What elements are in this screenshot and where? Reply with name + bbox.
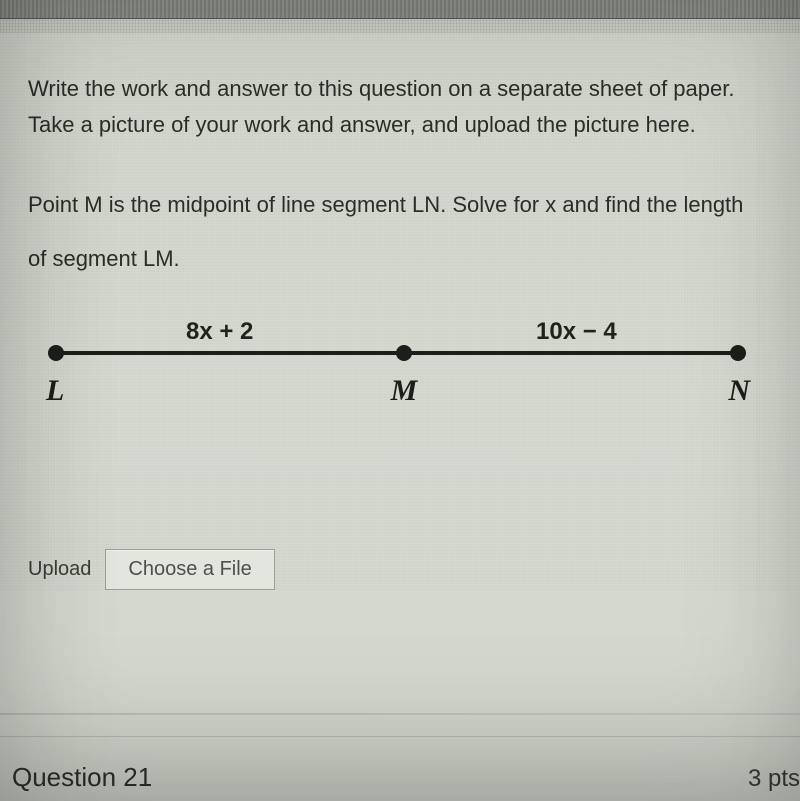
question-content: Write the work and answer to this questi…: [0, 33, 800, 590]
question-footer: Question 21 3 pts: [10, 762, 800, 793]
point-label-m: M: [391, 369, 418, 413]
point-l: [48, 345, 64, 361]
point-label-l: L: [46, 369, 64, 413]
quiz-question-screenshot: Write the work and answer to this questi…: [0, 0, 800, 801]
upload-row: Upload Choose a File: [28, 549, 772, 590]
question-points: 3 pts: [748, 765, 800, 793]
segment-label-mn: 10x − 4: [536, 315, 617, 350]
choose-file-button[interactable]: Choose a File: [105, 549, 274, 590]
segment-diagram: 8x + 2 10x − 4 L M N: [46, 309, 762, 429]
point-n: [730, 345, 746, 361]
upload-label: Upload: [28, 555, 91, 584]
window-titlebar-strip: [0, 0, 800, 19]
instruction-line-1: Write the work and answer to this questi…: [28, 73, 772, 105]
problem-line-2: of segment LM.: [28, 243, 772, 275]
instructions-block: Write the work and answer to this questi…: [28, 73, 772, 141]
instruction-line-2: Take a picture of your work and answer, …: [28, 109, 772, 141]
point-m: [396, 345, 412, 361]
question-number: Question 21: [10, 762, 152, 793]
divider-line-lower: [0, 736, 800, 737]
divider-line-upper: [0, 713, 800, 715]
problem-statement: Point M is the midpoint of line segment …: [28, 189, 772, 275]
problem-line-1: Point M is the midpoint of line segment …: [28, 189, 772, 221]
segment-label-lm: 8x + 2: [186, 315, 253, 350]
window-subheader-strip: [0, 19, 800, 33]
point-label-n: N: [728, 369, 750, 413]
